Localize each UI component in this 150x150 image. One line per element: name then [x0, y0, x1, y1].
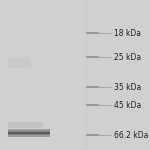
Text: 35 kDa: 35 kDa — [114, 82, 141, 91]
Bar — [8, 129, 50, 130]
Bar — [86, 134, 99, 136]
Bar — [86, 86, 99, 88]
Bar — [8, 134, 50, 135]
Bar — [8, 135, 50, 136]
Bar — [8, 130, 50, 131]
Bar — [8, 134, 50, 135]
Text: 18 kDa: 18 kDa — [114, 28, 141, 38]
Bar — [8, 136, 50, 137]
Bar — [8, 57, 31, 68]
Bar — [8, 131, 50, 132]
Bar — [8, 135, 50, 136]
Text: 66.2 kDa: 66.2 kDa — [114, 130, 148, 140]
Bar — [86, 56, 99, 58]
Bar — [8, 136, 50, 137]
Bar — [86, 104, 99, 106]
Bar — [86, 32, 99, 34]
Bar — [8, 122, 43, 128]
Bar — [8, 132, 50, 133]
Bar — [8, 129, 50, 130]
Text: 25 kDa: 25 kDa — [114, 52, 141, 62]
Text: 45 kDa: 45 kDa — [114, 100, 141, 109]
Bar — [8, 132, 50, 133]
Bar — [8, 130, 50, 131]
Bar — [8, 133, 50, 134]
